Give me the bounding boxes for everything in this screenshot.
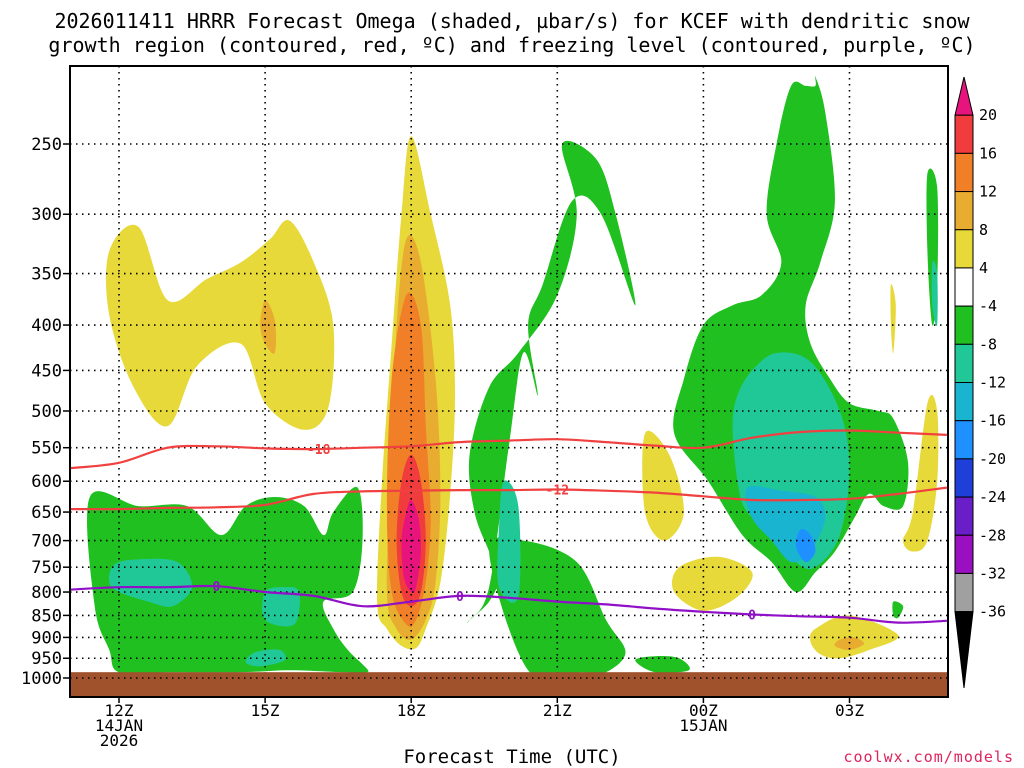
colorbar-label-10: -24: [979, 488, 1006, 506]
y-tick-label-900: 900: [31, 628, 62, 648]
omega-region-13: [497, 480, 521, 603]
grid-layer: [70, 66, 948, 679]
colorbar-box-12: [954, 534, 974, 574]
colorbar-label-9: -20: [979, 450, 1006, 468]
x-tick-label-24-0: 00Z: [689, 701, 718, 720]
x-tick-label-15-0: 15Z: [251, 701, 280, 720]
plot-frame: [69, 65, 949, 698]
colorbar-label-1: 16: [979, 144, 997, 162]
omega-region-12: [489, 537, 626, 680]
x-tick-label-18-0: 18Z: [397, 701, 426, 720]
omega-region-22: [642, 430, 684, 541]
colorbar-label-3: 8: [979, 221, 988, 239]
x-tick-label-12-0: 12Z: [105, 701, 134, 720]
y-tick-label-400: 400: [31, 316, 62, 336]
y-tick-label-1000: 1000: [21, 669, 62, 689]
contour-layer: -18 -12 0 0 0: [70, 429, 948, 624]
y-tick-label-850: 850: [31, 606, 62, 626]
colorbar-box-10: [954, 458, 974, 498]
x-tick-label-27-0: 03Z: [835, 701, 864, 720]
colorbar-box-7: [954, 343, 974, 383]
colorbar-label-5: -4: [979, 297, 997, 315]
contour-label-2-0: 0: [212, 580, 220, 595]
omega-region-24: [809, 615, 899, 659]
x-tick-label-12-2: 2026: [100, 731, 139, 750]
colorbar-label-12: -32: [979, 564, 1006, 582]
chart-title-line2: growth region (contoured, red, ºC) and f…: [48, 33, 976, 57]
contour-line-2: [70, 584, 947, 624]
contour-label-1-0: -12: [546, 483, 569, 498]
omega-region-21: [892, 601, 904, 619]
y-tick-label-250: 250: [31, 135, 62, 155]
y-tick-label-950: 950: [31, 649, 62, 669]
ground-terrain: [70, 672, 948, 697]
omega-region-25: [834, 637, 865, 651]
y-tick-label-500: 500: [31, 402, 62, 422]
colorbar-box-5: [954, 267, 974, 307]
contour-label-2-1: 0: [456, 590, 464, 605]
chart-title-line1: 2026011411 HRRR Forecast Omega (shaded, …: [54, 9, 970, 33]
x-tick-label-21-0: 21Z: [543, 701, 572, 720]
omega-region-27: [890, 283, 896, 354]
colorbar-bottom-arrow: [954, 611, 974, 689]
colorbar-box-4: [954, 229, 974, 269]
colorbar-box-6: [954, 305, 974, 345]
omega-region-8: [108, 558, 193, 607]
y-tick-label-600: 600: [31, 472, 62, 492]
source-credit: coolwx.com/models: [843, 748, 1014, 766]
colorbar-top-arrow: [954, 76, 974, 116]
y-tick-label-700: 700: [31, 532, 62, 552]
colorbar-label-11: -28: [979, 526, 1006, 544]
y-tick-label-800: 800: [31, 583, 62, 603]
y-tick-label-750: 750: [31, 558, 62, 578]
colorbar-box-9: [954, 420, 974, 460]
colorbar-label-0: 20: [979, 106, 997, 124]
contour-label-2-2: 0: [748, 608, 756, 623]
omega-region-11: [467, 140, 636, 624]
omega-region-18: [795, 528, 816, 563]
colorbar: 20 16 12 8 4 -4 -8 -12 -16 -20 -24 -28 -32 -36: [954, 76, 1006, 689]
colorbar-label-2: 12: [979, 183, 997, 201]
x-tick-label-24-1: 15JAN: [679, 716, 727, 735]
colorbar-label-13: -36: [979, 603, 1006, 621]
colorbar-box-2: [954, 152, 974, 193]
colorbar-box-11: [954, 496, 974, 536]
colorbar-label-6: -8: [979, 335, 997, 353]
omega-region-1: [260, 300, 277, 354]
y-tick-label-300: 300: [31, 205, 62, 225]
contour-label-0-0: -18: [307, 443, 331, 458]
omega-region-7: [86, 486, 369, 674]
contour-line-1: [70, 486, 948, 511]
colorbar-label-8: -16: [979, 412, 1006, 430]
y-tick-label-350: 350: [31, 265, 62, 285]
omega-region-20: [931, 260, 938, 327]
x-tick-label-12-1: 14JAN: [95, 716, 143, 735]
omega-region-10: [245, 649, 286, 667]
omega-region-23: [671, 556, 753, 611]
colorbar-box-1: [954, 114, 974, 154]
omega-region-9: [262, 587, 300, 627]
axes-layer: 2503003504004505005506006507007508008509…: [21, 65, 949, 750]
y-tick-label-650: 650: [31, 503, 62, 523]
y-tick-label-550: 550: [31, 439, 62, 459]
colorbar-box-8: [954, 382, 974, 422]
colorbar-box-13: [954, 572, 974, 613]
colorbar-box-3: [954, 191, 974, 231]
colorbar-label-4: 4: [979, 259, 988, 277]
x-axis-label: Forecast Time (UTC): [403, 746, 621, 768]
omega-region-14: [635, 656, 690, 673]
y-tick-label-450: 450: [31, 361, 62, 381]
omega-fill-layer: [70, 75, 948, 697]
contour-line-0: [70, 429, 947, 470]
colorbar-label-7: -12: [979, 374, 1006, 392]
